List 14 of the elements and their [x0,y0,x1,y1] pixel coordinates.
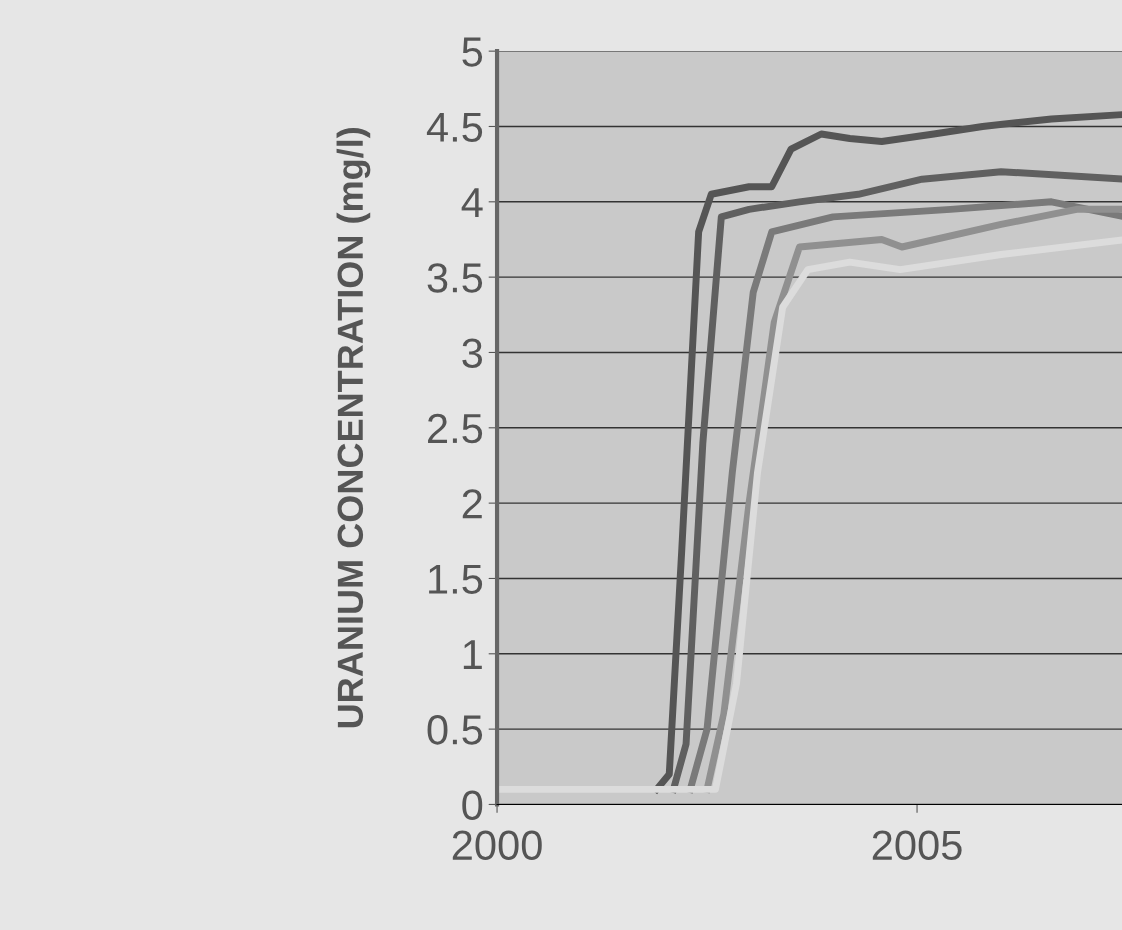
y-tick-label: 5 [462,37,483,67]
y-tick-label: 4 [461,188,483,217]
y-tick-label: 2.5 [428,413,483,444]
y-tick-label: 0.5 [427,715,483,745]
y-tick-label: 4.5 [426,112,483,142]
y-axis-title: URANIUM CONCENTRATION (mg/l) [336,128,371,728]
x-tick-label: 2000 [452,830,542,861]
x-tick-label: 2005 [872,830,962,861]
y-tick-label: 3.5 [427,263,483,293]
y-tick-label: 2 [462,489,482,519]
y-tick-label: 1.5 [429,564,483,594]
y-tick-label: 1 [463,640,482,669]
y-tick-label: 3 [462,338,483,368]
y-tick-label: 0 [462,790,483,820]
